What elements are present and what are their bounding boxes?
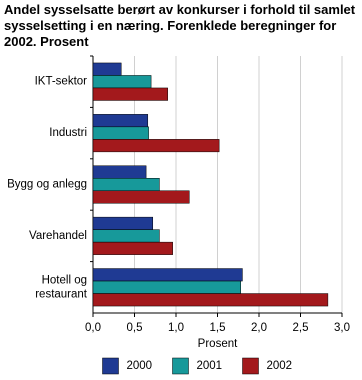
bar [92, 114, 149, 128]
x-axis-label: Prosent [198, 338, 238, 350]
y-tick-label: Hotell og restaurant [35, 274, 88, 300]
bar [92, 268, 243, 282]
bar [92, 87, 168, 101]
bar [92, 62, 122, 76]
legend-swatch [242, 357, 259, 375]
legend-swatch [102, 357, 119, 375]
legend-label: 2002 [267, 360, 293, 372]
x-tick-label: 1,5 [210, 322, 226, 334]
chart-title: Andel sysselsatte berørt av konkurser i … [4, 2, 356, 49]
bar [92, 216, 154, 230]
bar [92, 190, 190, 204]
bar [92, 75, 152, 89]
bar [92, 178, 160, 191]
legend-label: 2001 [197, 360, 223, 372]
bar [92, 280, 241, 294]
bar [92, 139, 220, 153]
y-tick-label: Bygg og anlegg [7, 179, 87, 191]
x-tick-label: 3,0 [334, 322, 350, 334]
bar [92, 165, 147, 179]
y-tick-label: Varehandel [29, 230, 87, 242]
bar [92, 229, 160, 243]
legend-swatch [172, 357, 189, 375]
x-tick-label: 0,5 [127, 322, 143, 334]
x-tick-label: 0,0 [85, 322, 101, 334]
y-tick-label: Industri [49, 127, 87, 139]
x-tick-label: 2,0 [251, 322, 267, 334]
x-tick-label: 2,5 [293, 322, 309, 334]
bar [92, 241, 173, 255]
legend-label: 2000 [127, 360, 153, 372]
bar [92, 126, 149, 140]
x-tick-label: 1,0 [168, 322, 184, 334]
bar [92, 293, 329, 307]
y-tick-label: IKT-sektor [35, 76, 88, 88]
